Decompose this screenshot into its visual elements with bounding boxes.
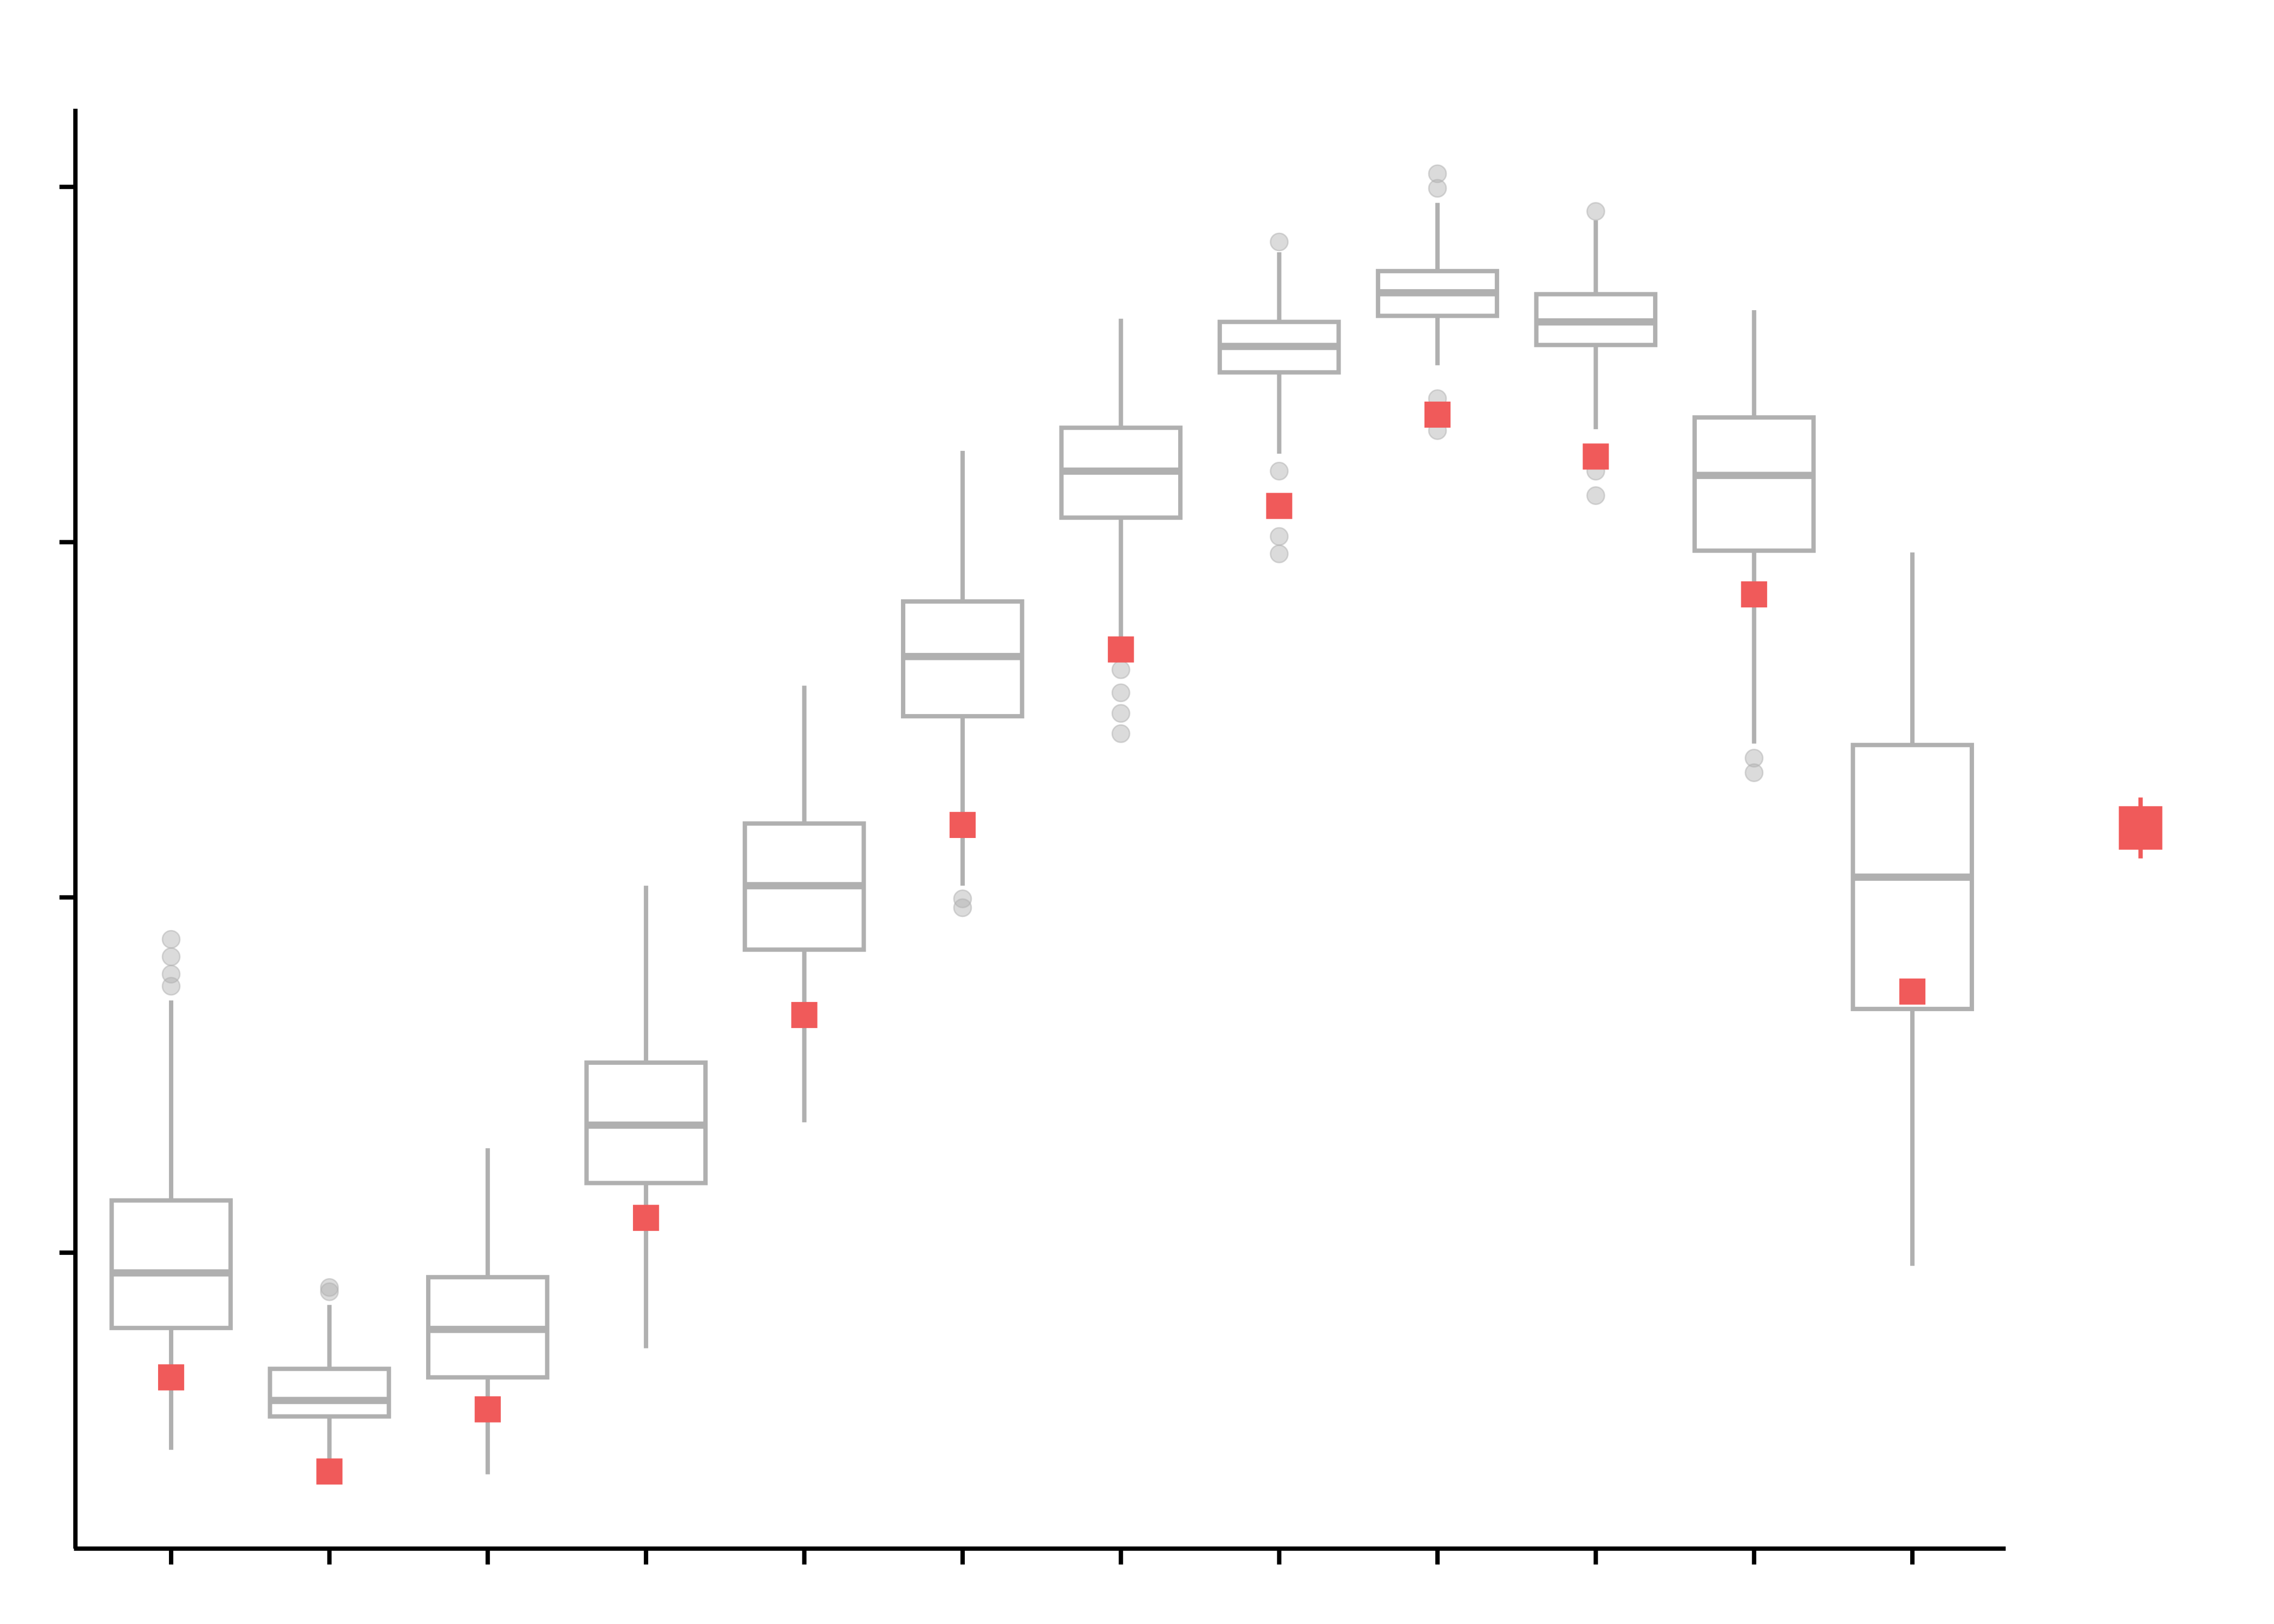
outlier — [320, 1282, 339, 1301]
outlier — [161, 929, 181, 949]
outlier — [320, 1278, 339, 1297]
marker — [158, 1364, 185, 1391]
outlier — [161, 977, 181, 996]
marker — [791, 1001, 818, 1029]
legend-marker — [2119, 797, 2162, 859]
outlier — [1586, 486, 1605, 505]
outlier — [1270, 544, 1289, 564]
marker — [1266, 493, 1292, 519]
box — [109, 1198, 233, 1331]
outlier — [1586, 202, 1605, 221]
outlier — [1428, 179, 1447, 198]
outlier — [161, 947, 181, 966]
marker — [1741, 581, 1767, 608]
marker — [633, 1204, 659, 1231]
outlier — [1111, 660, 1131, 679]
marker — [316, 1458, 343, 1485]
outlier — [1111, 704, 1131, 723]
box — [1692, 415, 1816, 553]
marker — [1583, 443, 1609, 470]
outlier — [1428, 164, 1447, 184]
outlier — [1744, 763, 1764, 782]
box — [267, 1366, 391, 1419]
outlier — [1111, 683, 1131, 703]
outlier — [1270, 232, 1289, 252]
marker — [1108, 636, 1134, 663]
marker — [1424, 401, 1451, 428]
outlier — [1744, 749, 1764, 768]
outlier — [1111, 724, 1131, 743]
marker — [474, 1396, 501, 1423]
outlier — [1270, 461, 1289, 481]
legend-box — [2119, 806, 2162, 850]
marker — [1899, 978, 1926, 1005]
outlier — [953, 898, 972, 918]
outlier — [1270, 527, 1289, 546]
marker — [949, 811, 976, 839]
